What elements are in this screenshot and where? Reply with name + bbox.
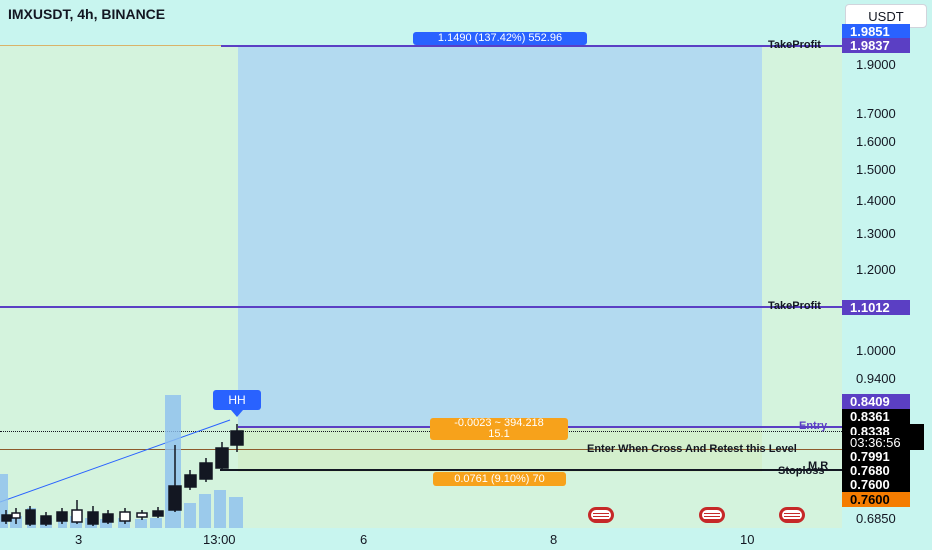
symbol-title: IMXUSDT, 4h, BINANCE (8, 6, 166, 22)
time-label: 8 (550, 532, 558, 547)
profit-zone (238, 46, 762, 427)
price-tag-8: 0.7680 (842, 463, 910, 478)
takeprofit-label-2: TakeProfit (768, 300, 821, 312)
candle (102, 513, 114, 523)
volume-bar (118, 518, 130, 528)
time-label: 13:00 (203, 532, 236, 547)
price-tag-4: 0.8409 (842, 394, 910, 409)
price-tag-10: 0.7600 (842, 492, 910, 507)
time-axis[interactable] (0, 528, 842, 550)
volume-bar (100, 519, 112, 528)
stoploss-line[interactable] (220, 469, 842, 471)
time-label: 6 (360, 532, 368, 547)
volume-bar (184, 503, 196, 528)
price-tick: 1.3000 (856, 226, 896, 241)
candles (1, 424, 244, 526)
us-flag-icon[interactable] (588, 507, 614, 523)
candle (87, 511, 99, 525)
stop-pill[interactable]: 0.0761 (9.10%) 70 (433, 472, 566, 486)
candle (119, 511, 131, 522)
price-tick: 1.9000 (856, 57, 896, 72)
candle (1, 514, 12, 522)
volume-bar (214, 490, 226, 528)
entry-label: Entry (799, 420, 828, 432)
hh-marker[interactable]: HH (213, 390, 261, 410)
time-label: 3 (75, 532, 83, 547)
candle (199, 462, 213, 480)
target-pill[interactable]: 1.1490 (137.42%) 552.96 (413, 32, 587, 45)
stoploss-label: Stoploss (778, 465, 825, 477)
chart-area[interactable]: TakeProfit TakeProfit Entry Enter When C… (0, 0, 842, 528)
price-tag-1: 1.9851 (842, 24, 910, 39)
candle (136, 512, 148, 518)
price-tag-3: 1.1012 (842, 300, 910, 315)
enter-when-line[interactable] (0, 449, 842, 450)
countdown-tag: 03:36:56 (842, 435, 924, 450)
us-flag-icon[interactable] (699, 507, 725, 523)
lower-left-zone (0, 307, 238, 528)
price-tick: 1.7000 (856, 106, 896, 121)
price-plot (0, 395, 244, 528)
volume-bar (199, 494, 211, 528)
center-pill-line2: 15.1 (488, 428, 510, 440)
center-pill-line1: -0.0023 ~ 394.218 (454, 417, 544, 429)
price-tick: 1.5000 (856, 162, 896, 177)
candle (215, 447, 229, 469)
target-pill-text: 1.1490 (137.42%) 552.96 (437, 32, 563, 44)
candle (71, 509, 83, 523)
candle (11, 512, 21, 519)
volume-bar (0, 474, 8, 528)
volume-bar (150, 518, 162, 528)
stop-pill-text: 0.0761 (9.10%) 70 (454, 473, 545, 485)
candle (56, 511, 68, 522)
candle (152, 510, 164, 517)
price-tick: 1.2000 (856, 262, 896, 277)
candle (40, 515, 52, 525)
price-tag-7: 0.7991 (842, 449, 910, 464)
time-label: 10 (740, 532, 755, 547)
candle (25, 509, 36, 525)
price-tick: 1.4000 (856, 193, 896, 208)
price-tag-9: 0.7600 (842, 477, 910, 492)
center-pill[interactable]: -0.0023 ~ 394.218 15.1 (430, 418, 568, 440)
enter-when-label: Enter When Cross And Retest this Level (587, 443, 797, 455)
candle (184, 474, 197, 488)
hh-marker-pointer (231, 410, 243, 417)
volume-bar (135, 519, 147, 528)
mr-label: M.R (808, 460, 829, 472)
price-tick: 1.0000 (856, 343, 896, 358)
price-tick: 0.9400 (856, 371, 896, 386)
price-tag-5: 0.8361 (842, 409, 910, 424)
trend-line (0, 419, 231, 503)
takeprofit-line-2[interactable] (0, 306, 842, 308)
takeprofit-label-1: TakeProfit (768, 39, 821, 51)
price-tick: 1.6000 (856, 134, 896, 149)
volume-bar (229, 497, 243, 528)
price-tag-2: 1.9837 (842, 38, 910, 53)
price-tick: 0.6850 (856, 511, 896, 526)
price-dotted-line (0, 431, 842, 432)
us-flag-icon[interactable] (779, 507, 805, 523)
candle (230, 430, 244, 446)
hh-marker-label: HH (228, 393, 246, 407)
green-zone-right (762, 46, 842, 528)
takeprofit-line-1-strong[interactable] (221, 45, 842, 47)
candle (168, 485, 182, 511)
green-zone-left (0, 46, 238, 307)
